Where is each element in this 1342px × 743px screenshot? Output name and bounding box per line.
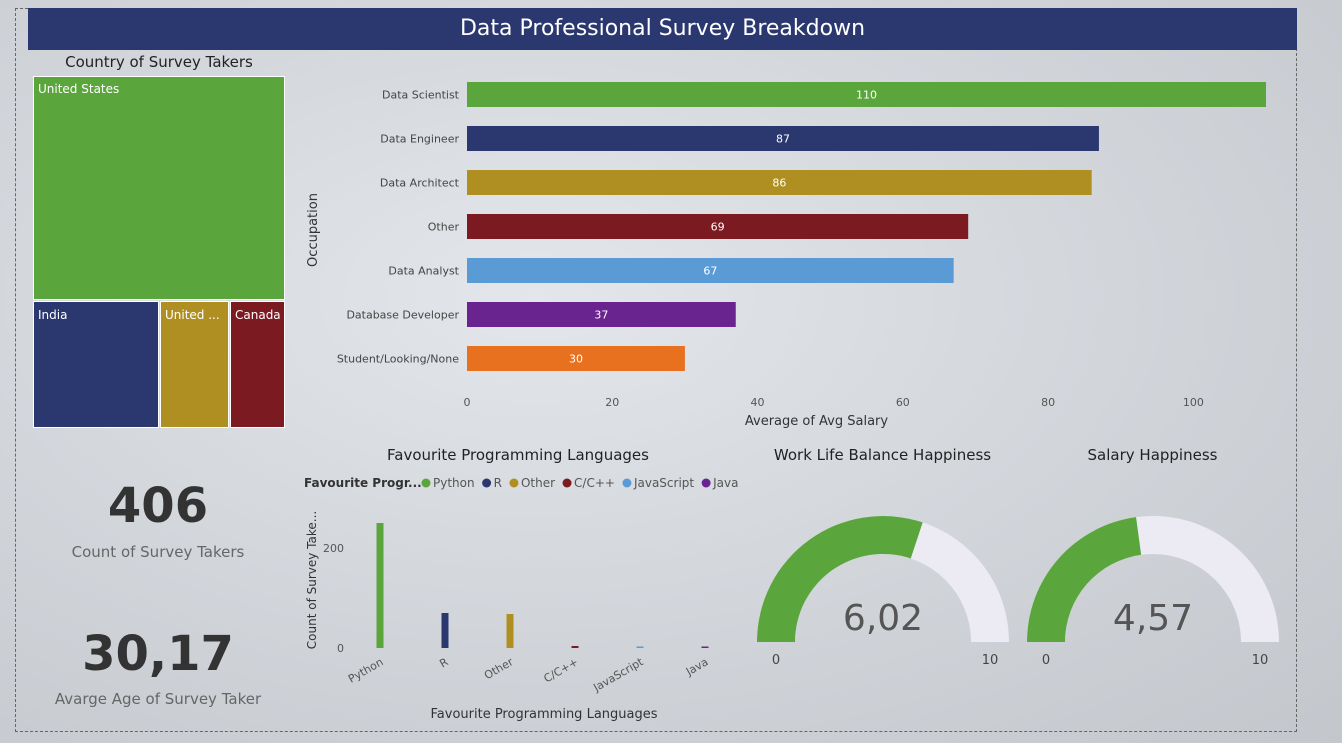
- data-label-data-architect: 86: [772, 177, 786, 190]
- treemap-tile-united-kingdom[interactable]: United ...: [160, 301, 229, 428]
- salary-gauge-title: Salary Happiness: [1087, 446, 1218, 464]
- bar-other[interactable]: [506, 614, 514, 648]
- gauge-max-label: 10: [982, 653, 999, 668]
- legend-marker-python: [421, 478, 431, 488]
- page-title: Data Professional Survey Breakdown: [28, 8, 1297, 50]
- treemap-label: Canada: [235, 308, 281, 322]
- legend-label-other[interactable]: Other: [521, 476, 555, 490]
- data-label-database-developer: 37: [594, 309, 608, 322]
- data-label-other: 69: [711, 221, 725, 234]
- salary-happiness-gauge: 4,57 0 10: [1027, 516, 1279, 668]
- bar-student-looking-none[interactable]: [467, 346, 685, 371]
- y-tick-label-data-analyst: Data Analyst: [388, 265, 459, 278]
- y-tick-label-data-architect: Data Architect: [380, 177, 460, 190]
- bar-other[interactable]: [467, 214, 969, 239]
- gauge-value: 6,02: [843, 598, 923, 639]
- y-tick-label-database-developer: Database Developer: [346, 309, 459, 322]
- bar-database-developer[interactable]: [467, 302, 736, 327]
- x-tick-label-c-c: C/C++: [542, 655, 581, 685]
- x-tick-label-python: Python: [346, 655, 386, 685]
- treemap-label: United ...: [165, 308, 220, 322]
- legend-marker-r: [482, 478, 492, 488]
- legend-marker-c-c: [562, 478, 572, 488]
- y-tick-label-data-scientist: Data Scientist: [382, 89, 460, 102]
- x-tick-label-javascript: JavaScript: [590, 655, 646, 695]
- legend-label-python[interactable]: Python: [433, 476, 475, 490]
- work-life-gauge-title: Work Life Balance Happiness: [773, 446, 992, 464]
- data-label-student-looking-none: 30: [569, 353, 583, 366]
- gauge-fill[interactable]: [757, 516, 923, 642]
- data-label-data-engineer: 87: [776, 133, 790, 146]
- legend-marker-javascript: [622, 478, 632, 488]
- gauge-min-label: 0: [1042, 653, 1050, 668]
- kpi-count-value: 406: [107, 478, 209, 534]
- treemap: United States India United ... Canada: [33, 76, 285, 428]
- y-axis-label: Count of Survey Take...: [305, 511, 319, 649]
- legend-label-java[interactable]: Java: [712, 476, 738, 490]
- legend-label-r[interactable]: R: [494, 476, 502, 490]
- legend-label-c-c[interactable]: C/C++: [574, 476, 615, 490]
- gauge-fill[interactable]: [1027, 517, 1142, 642]
- bar-data-analyst[interactable]: [467, 258, 954, 283]
- bar-javascript[interactable]: [636, 646, 644, 649]
- x-tick-label-java: Java: [683, 655, 711, 678]
- kpi-age-label: Avarge Age of Survey Taker: [54, 690, 262, 708]
- x-axis-label: Average of Avg Salary: [745, 414, 889, 429]
- x-tick-label: 40: [751, 396, 765, 409]
- kpi-count-label: Count of Survey Takers: [71, 543, 245, 561]
- bar-java[interactable]: [701, 646, 709, 649]
- x-axis-label: Favourite Programming Languages: [431, 707, 658, 722]
- treemap-tile-united-states[interactable]: United States: [33, 76, 285, 300]
- bar-data-scientist[interactable]: [467, 82, 1266, 107]
- y-tick-label-other: Other: [428, 221, 460, 234]
- x-tick-label: 80: [1041, 396, 1055, 409]
- languages-chart-title: Favourite Programming Languages: [387, 446, 649, 464]
- data-label-data-scientist: 110: [856, 89, 877, 102]
- treemap-label: United States: [38, 82, 120, 96]
- legend-title: Favourite Progr...: [304, 476, 422, 490]
- bar-data-architect[interactable]: [467, 170, 1092, 195]
- gauge-max-label: 10: [1252, 653, 1269, 668]
- x-tick-label: 100: [1183, 396, 1204, 409]
- bar-python[interactable]: [376, 523, 384, 648]
- bar-data-engineer[interactable]: [467, 126, 1099, 151]
- y-tick-label-data-engineer: Data Engineer: [380, 133, 459, 146]
- x-tick-label: 0: [464, 396, 471, 409]
- x-tick-label: 20: [605, 396, 619, 409]
- legend-marker-java: [701, 478, 711, 488]
- salary-by-occupation-chart: Data Scientist 110 Data Engineer 87 Data Arc…: [306, 82, 1266, 429]
- y-axis-label: Occupation: [306, 193, 321, 267]
- x-tick-label-r: R: [437, 655, 450, 670]
- treemap-tile-india[interactable]: India: [33, 301, 159, 428]
- bar-c-c[interactable]: [571, 646, 579, 648]
- legend-marker-other: [509, 478, 519, 488]
- work-life-balance-gauge: 6,02 0 10: [757, 516, 1009, 668]
- gauge-min-label: 0: [772, 653, 780, 668]
- x-tick-label-other: Other: [482, 655, 516, 682]
- y-tick-label: 200: [323, 542, 344, 555]
- kpi-age-value: 30,17: [82, 626, 234, 682]
- bar-r[interactable]: [441, 613, 449, 648]
- y-tick-label: 0: [337, 642, 344, 655]
- treemap-title: Country of Survey Takers: [65, 53, 253, 71]
- treemap-label: India: [38, 308, 68, 322]
- treemap-tile-canada[interactable]: Canada: [230, 301, 285, 428]
- data-label-data-analyst: 67: [703, 265, 717, 278]
- x-tick-label: 60: [896, 396, 910, 409]
- y-tick-label-student-looking-none: Student/Looking/None: [337, 353, 459, 366]
- gauge-value: 4,57: [1113, 598, 1193, 639]
- programming-languages-chart: Favourite Progr... Python R Other C/C++ JavaS…: [304, 476, 738, 722]
- legend-label-javascript[interactable]: JavaScript: [633, 476, 694, 490]
